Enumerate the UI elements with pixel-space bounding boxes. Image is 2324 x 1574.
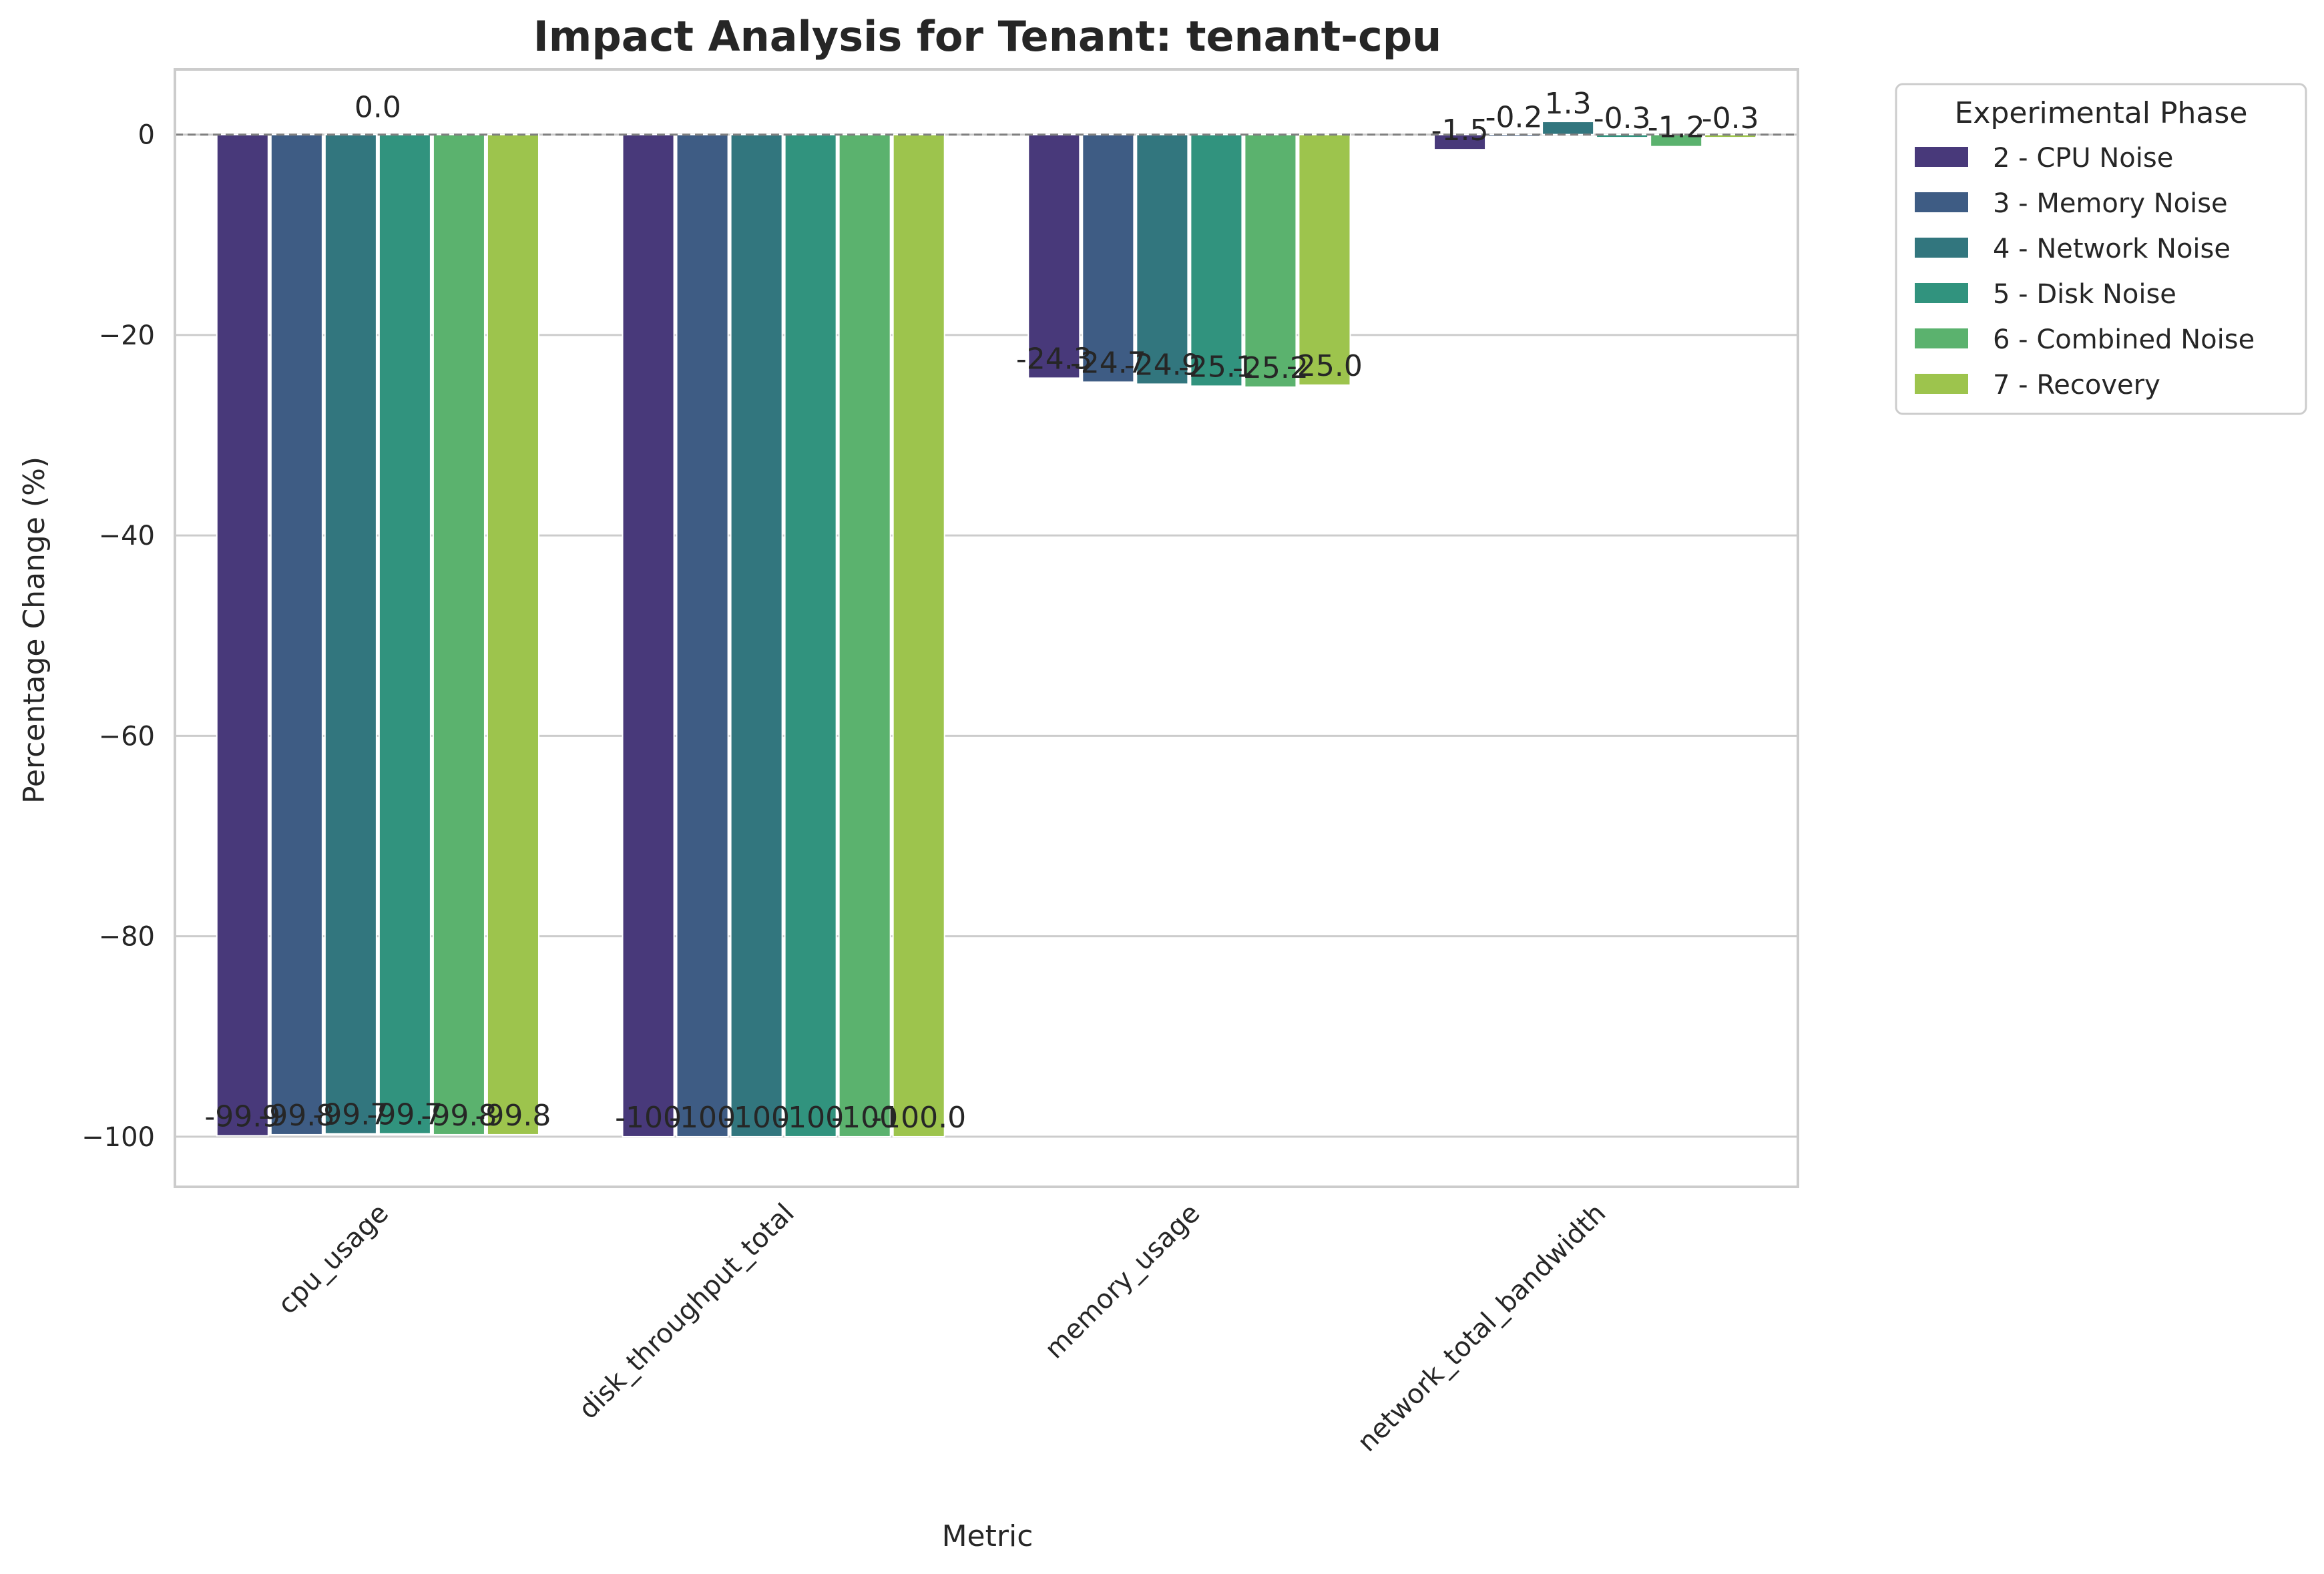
bar-value-label: -1.5	[1431, 113, 1489, 148]
plot-frame	[174, 68, 1799, 1188]
bar	[378, 134, 431, 1135]
y-tick-label: −20	[99, 320, 155, 351]
legend-swatch	[1915, 192, 1968, 212]
legend-swatch	[1915, 238, 1968, 258]
legend-swatch	[1915, 328, 1968, 348]
legend-item-label: 4 - Network Noise	[1993, 234, 2231, 264]
legend-items: 2 - CPU Noise 3 - Memory Noise 4 - Network…	[1915, 143, 2255, 401]
bar-value-label: 1.3	[1545, 87, 1592, 121]
bar	[1542, 121, 1595, 136]
legend-swatch	[1915, 283, 1968, 303]
bar-value-label: -0.2	[1485, 101, 1543, 135]
bar-value-label: -100.0	[871, 1101, 966, 1135]
bar	[676, 134, 729, 1137]
bar	[1082, 134, 1135, 383]
legend-item-label: 2 - CPU Noise	[1993, 143, 2173, 174]
bar-value-label: -100	[831, 1101, 898, 1135]
annotation-label: 0.0	[355, 91, 401, 125]
bar	[730, 134, 783, 1137]
bar-value-label: -25.0	[1287, 349, 1363, 383]
bar	[270, 134, 323, 1135]
bar	[1027, 134, 1081, 379]
bar-value-label: -99.8	[258, 1099, 334, 1133]
bar-value-label: -24.7	[1070, 346, 1146, 380]
bar	[1136, 134, 1189, 385]
bar-value-label: -99.9	[204, 1099, 280, 1133]
bar-value-label: -100	[615, 1101, 682, 1135]
bar	[216, 134, 269, 1137]
legend-item-label: 5 - Disk Noise	[1993, 279, 2176, 310]
chart-title: Impact Analysis for Tenant: tenant-cpu	[533, 12, 1442, 61]
y-tick-label: 0	[138, 120, 155, 151]
bar-value-label: -100	[723, 1101, 790, 1135]
y-axis-title: Percentage Change (%)	[17, 457, 51, 804]
bar-value-label: -0.3	[1702, 101, 1759, 136]
bar-value-label: -99.7	[312, 1097, 389, 1131]
legend-item-label: 3 - Memory Noise	[1993, 188, 2228, 219]
x-axis-title: Metric	[942, 1519, 1033, 1553]
bar	[486, 134, 539, 1135]
bar	[838, 134, 891, 1137]
bar	[892, 134, 945, 1137]
legend-frame	[1895, 83, 2307, 415]
legend-swatch	[1915, 374, 1968, 394]
bar	[1298, 134, 1351, 386]
legend: Experimental Phase 2 - CPU Noise 3 - Memo…	[1895, 83, 2307, 415]
legend-item-label: 7 - Recovery	[1993, 370, 2160, 401]
y-tick-label: −80	[99, 922, 155, 953]
bar-value-label: -99.8	[475, 1099, 551, 1133]
legend-title: Experimental Phase	[1955, 96, 2248, 130]
bar	[784, 134, 837, 1137]
bar	[622, 134, 675, 1137]
y-axis: 0 −20 −40 −60 −80 −100	[81, 120, 155, 1153]
bar-value-label: -100	[669, 1101, 736, 1135]
legend-item-label: 6 - Combined Noise	[1993, 324, 2255, 355]
bar-value-label: -99.7	[367, 1097, 443, 1131]
bars	[216, 121, 1757, 1137]
bar	[324, 134, 377, 1135]
bar	[1244, 134, 1297, 388]
bar-value-label: -99.8	[421, 1099, 497, 1133]
bar-value-label: -24.3	[1016, 342, 1092, 376]
bar-value-label: -0.3	[1594, 101, 1651, 136]
y-tick-label: −40	[99, 521, 155, 551]
data-labels: -99.9 -100 -24.3 -1.5 -99.8 -100 -24.7 -0.2 -99.…	[204, 87, 1759, 1135]
legend-swatch	[1915, 147, 1968, 167]
y-tick-label: −100	[81, 1122, 155, 1153]
y-tick-label: −60	[99, 721, 155, 752]
bar-value-label: -25.1	[1178, 350, 1254, 384]
bar	[432, 134, 485, 1135]
bar-value-label: -1.2	[1648, 111, 1705, 145]
bar-value-label: -25.2	[1232, 351, 1309, 385]
bar-value-label: -24.9	[1124, 348, 1200, 382]
bar-value-label: -100	[777, 1101, 844, 1135]
